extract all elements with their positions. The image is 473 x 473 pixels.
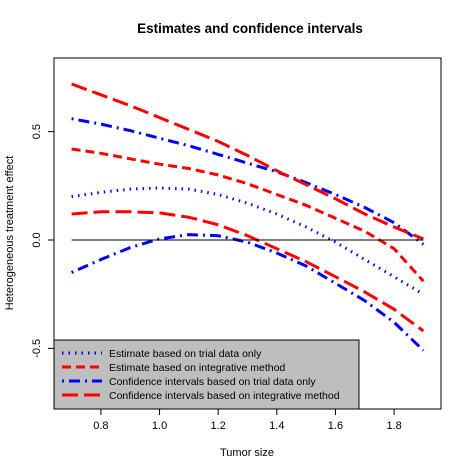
x-axis: 0.8 1.0 1.2 1.4 1.6 1.8: [93, 408, 402, 432]
chart-title: Estimates and confidence intervals: [137, 21, 363, 36]
series-layer: [70, 82, 425, 352]
x-tick-label: 0.8: [93, 420, 108, 432]
legend-label: Estimate based on trial data only: [109, 348, 262, 360]
x-tick-label: 1.2: [211, 420, 226, 432]
x-tick-label: 1.4: [269, 420, 284, 432]
legend-label: Confidence intervals based on integrativ…: [109, 390, 340, 402]
legend: Estimate based on trial data only Estimat…: [53, 339, 360, 410]
x-axis-label: Tumor size: [220, 447, 274, 459]
series-line-4: [70, 233, 425, 352]
y-tick-label: 0.0: [31, 232, 43, 247]
series-line-3: [71, 117, 425, 246]
legend-label: Confidence intervals based on trial data…: [109, 376, 316, 388]
y-axis-label: Heterogeneous treatment effect: [4, 156, 16, 311]
y-tick-label: 0.5: [31, 124, 43, 139]
series-line-1: [71, 186, 425, 296]
x-tick-label: 1.6: [328, 420, 343, 432]
series-line-2: [71, 147, 425, 283]
series-line-5: [71, 82, 424, 241]
x-tick-label: 1.8: [386, 420, 401, 432]
legend-label: Estimate based on integrative method: [109, 362, 285, 374]
y-axis: -0.5 0.0 0.5: [31, 124, 55, 358]
series-line-6: [71, 210, 425, 333]
y-tick-label: -0.5: [31, 339, 43, 358]
legend-box: [53, 339, 360, 410]
x-tick-label: 1.0: [152, 420, 167, 432]
